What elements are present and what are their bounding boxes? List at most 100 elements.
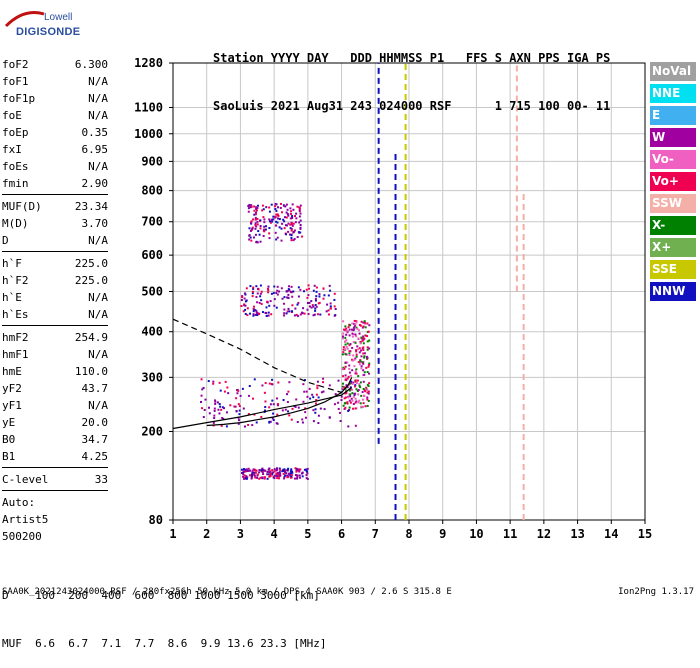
echo-point xyxy=(292,239,295,242)
echo-point xyxy=(200,394,203,397)
echo-point xyxy=(366,404,369,407)
echo-point xyxy=(274,215,277,218)
echo-point xyxy=(271,220,274,223)
param-label: D xyxy=(2,234,9,247)
echo-point xyxy=(294,215,297,218)
echo-point xyxy=(367,392,370,395)
echo-point xyxy=(243,292,246,295)
echo-point xyxy=(322,381,325,384)
echo-point xyxy=(361,398,364,401)
echo-point xyxy=(241,295,244,298)
echo-point xyxy=(293,314,296,317)
echo-point xyxy=(333,314,336,317)
echo-point xyxy=(259,224,262,227)
echo-point xyxy=(257,204,260,207)
echo-point xyxy=(292,208,295,211)
echo-point xyxy=(255,469,258,472)
echo-point xyxy=(354,424,357,427)
echo-point xyxy=(343,386,346,389)
echo-point xyxy=(314,309,317,312)
echo-point xyxy=(315,399,318,402)
echo-point xyxy=(283,312,286,315)
echo-point xyxy=(220,424,223,427)
echo-point xyxy=(354,341,357,344)
echo-point xyxy=(278,290,281,293)
param-label: foEp xyxy=(2,126,29,139)
echo-point xyxy=(260,302,263,305)
echo-point xyxy=(297,469,300,472)
echo-point xyxy=(275,213,278,216)
echo-point xyxy=(248,385,251,388)
echo-point xyxy=(238,409,241,412)
echo-point xyxy=(342,387,345,390)
echo-point xyxy=(298,206,301,209)
param-row: fmin 2.90 xyxy=(2,175,108,192)
param-row: yF2 43.7 xyxy=(2,380,108,397)
echo-point xyxy=(270,218,273,221)
echo-point xyxy=(347,396,350,399)
ionogram-chart: 1 2 3 4 5 6 7 8 9 10 11 12 13 14 158020030040050060070… xyxy=(134,56,652,541)
echo-point xyxy=(275,469,278,472)
echo-point xyxy=(352,402,355,405)
echo-point xyxy=(362,402,365,405)
footer-file-info: SAA0K_2021243024000.RSF / 280fx256h 50 k… xyxy=(2,587,452,597)
echo-point xyxy=(328,384,331,387)
echo-point xyxy=(213,407,216,410)
echo-point xyxy=(270,203,273,206)
param-row: hmF1 N/A xyxy=(2,346,108,363)
echo-point xyxy=(269,472,272,475)
echo-point xyxy=(358,351,361,354)
echo-point xyxy=(291,407,294,410)
echo-point xyxy=(304,411,307,414)
param-value: 33 xyxy=(94,473,108,486)
echo-point xyxy=(310,306,313,309)
echo-point xyxy=(355,355,358,358)
y-tick-label: 1100 xyxy=(134,100,163,114)
echo-point xyxy=(263,477,266,480)
echo-point xyxy=(359,402,362,405)
echo-point xyxy=(251,472,254,475)
echo-point xyxy=(246,469,249,472)
echo-point xyxy=(285,472,288,475)
echo-point xyxy=(251,290,254,293)
echo-point xyxy=(362,336,365,339)
echo-point xyxy=(275,422,278,425)
echo-point xyxy=(366,356,369,359)
echo-point xyxy=(299,204,302,207)
echo-point xyxy=(279,206,282,209)
echo-point xyxy=(268,471,271,474)
echo-point xyxy=(247,423,250,426)
param-label: fxI xyxy=(2,143,22,156)
echo-point xyxy=(240,304,243,307)
echo-point xyxy=(322,297,325,300)
echo-point xyxy=(255,311,258,314)
echo-point xyxy=(207,380,210,383)
echo-point xyxy=(344,336,347,339)
echo-point xyxy=(287,288,290,291)
echo-point xyxy=(263,476,266,479)
echo-point xyxy=(262,208,265,211)
echo-point xyxy=(252,236,255,239)
echo-point xyxy=(255,225,258,228)
echo-point xyxy=(285,312,288,315)
echo-point xyxy=(250,205,253,208)
echo-point xyxy=(340,395,343,398)
echo-point xyxy=(275,209,278,212)
echo-point xyxy=(286,469,289,472)
echo-point xyxy=(244,304,247,307)
echo-point xyxy=(283,220,286,223)
echo-point xyxy=(268,227,271,230)
echo-point xyxy=(306,472,309,475)
echo-point xyxy=(254,476,257,479)
echo-point xyxy=(252,308,255,311)
echo-point xyxy=(221,406,224,409)
echo-point xyxy=(247,205,250,208)
echo-point xyxy=(292,222,295,225)
echo-point xyxy=(242,310,245,313)
echo-point xyxy=(278,471,281,474)
echo-point xyxy=(258,469,261,472)
echo-point xyxy=(264,469,267,472)
echo-point xyxy=(346,361,349,364)
param-row: foEs N/A xyxy=(2,158,108,175)
panel-line: Artist5 xyxy=(2,513,49,526)
